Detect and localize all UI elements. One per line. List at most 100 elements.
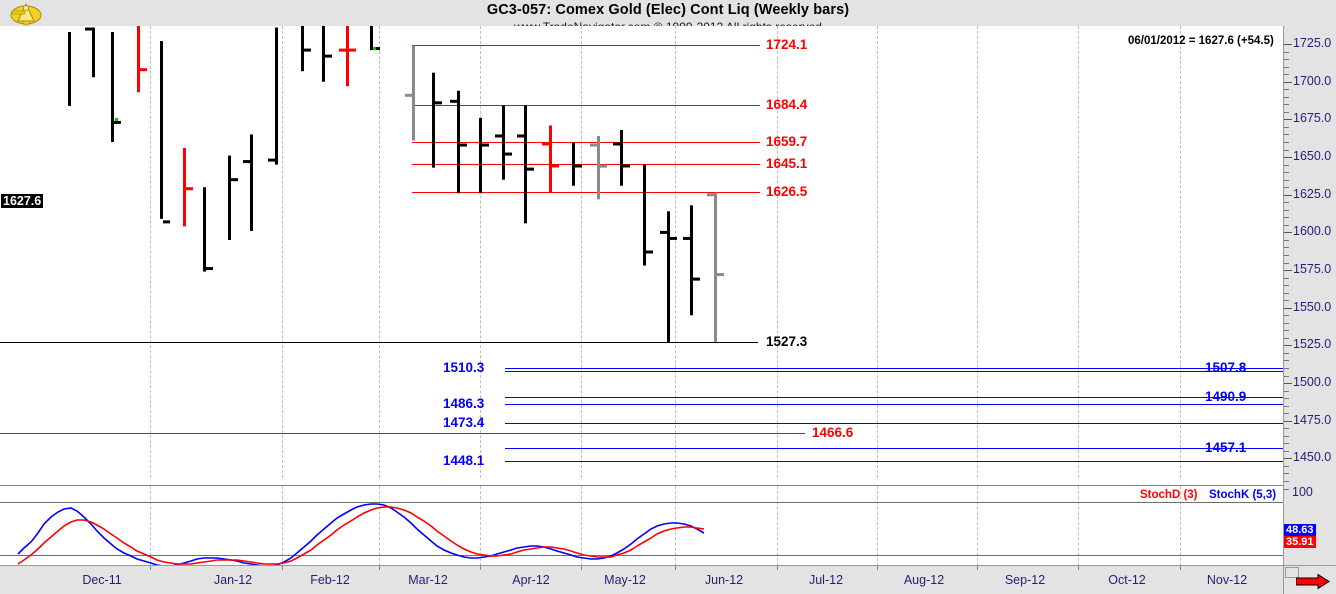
ohlc-open-tick (683, 236, 690, 240)
level-line[interactable] (412, 142, 760, 144)
date-axis-tick (877, 566, 878, 570)
ohlc-bar (111, 32, 114, 143)
price-axis-minor-tick (1284, 247, 1289, 249)
ohlc-open-tick (405, 93, 412, 97)
price-axis-tick (1284, 119, 1292, 121)
level-line[interactable] (505, 447, 1283, 449)
date-axis-tick (379, 566, 380, 570)
page-title: GC3-057: Comex Gold (Elec) Cont Liq (Wee… (486, 2, 850, 18)
level-line[interactable] (505, 371, 1283, 373)
date-axis-label: Jan-12 (213, 573, 253, 587)
price-axis-label: 1475.0 (1293, 412, 1332, 427)
date-axis[interactable]: Dec-11 Jan-12 Feb-12 Mar-12 Apr-12 May-12 Jun-… (0, 565, 1283, 594)
level-line[interactable] (412, 105, 760, 107)
price-axis-minor-tick (1284, 315, 1289, 317)
level-label: 1486.3 (443, 395, 485, 411)
date-axis-tick (480, 566, 481, 570)
scroll-nub[interactable] (1285, 567, 1299, 578)
price-axis[interactable]: 1725.0 1700.0 1675.0 1650.0 1625.0 1600.0 1575… (1283, 26, 1336, 565)
ohlc-bar (137, 26, 140, 93)
ohlc-bar (549, 125, 552, 193)
date-axis-label: Apr-12 (512, 573, 550, 587)
level-line[interactable] (505, 461, 1283, 463)
ohlc-bar (301, 26, 304, 72)
ohlc-bar (667, 211, 670, 342)
gridline-vertical (282, 486, 283, 566)
ohlc-bar (203, 187, 206, 272)
price-axis-tick (1284, 458, 1292, 460)
price-axis-minor-tick (1284, 51, 1289, 53)
stochastic-lines (17, 503, 705, 566)
ohlc-close-tick (575, 164, 582, 168)
level-line[interactable] (505, 423, 1283, 425)
price-axis-minor-tick (1284, 224, 1289, 226)
ohlc-bar (115, 117, 118, 121)
ohlc-bar (457, 90, 460, 194)
ohlc-bar (412, 45, 415, 141)
legend-stochk[interactable]: StochK (5,3) (1209, 489, 1277, 501)
price-axis-minor-tick (1284, 368, 1289, 369)
ohlc-close-tick (693, 277, 700, 281)
gridline-vertical (150, 486, 151, 566)
gridline-vertical (581, 26, 582, 478)
price-axis-minor-tick (1284, 59, 1289, 61)
level-line[interactable] (505, 396, 1283, 398)
price-axis-minor-tick (1284, 443, 1289, 445)
ohlc-close-tick (527, 167, 534, 171)
price-axis-minor-tick (1284, 322, 1289, 324)
ohlc-bar (620, 129, 623, 186)
ohlc-bar (183, 148, 186, 227)
ohlc-close-tick (304, 48, 311, 52)
date-axis-tick (977, 566, 978, 570)
level-label: 1659.7 (766, 134, 808, 150)
ohlc-bar (250, 134, 253, 231)
date-axis-tick (282, 566, 283, 570)
ohlc-bar (597, 135, 600, 200)
level-line[interactable] (412, 45, 760, 47)
price-axis-tick (1284, 194, 1292, 196)
level-line[interactable] (0, 341, 758, 343)
price-axis-minor-tick (1284, 111, 1289, 113)
stochastic-pane[interactable]: StochD (3) StochK (5,3) (0, 485, 1283, 566)
ohlc-bar (502, 105, 505, 180)
ohlc-open-tick (243, 160, 250, 164)
stochk-value-tag: 48.63 (1284, 524, 1316, 536)
price-axis-minor-tick (1284, 465, 1289, 467)
gridline-vertical (282, 26, 283, 478)
ohlc-bar (228, 155, 231, 240)
ohlc-open-tick (450, 99, 457, 103)
price-axis-minor-tick (1284, 488, 1289, 490)
level-line[interactable] (412, 164, 760, 166)
level-line[interactable] (505, 403, 1283, 405)
level-line[interactable] (505, 367, 1283, 369)
price-axis-label: 1525.0 (1293, 337, 1332, 352)
gridline-vertical (777, 486, 778, 566)
price-chart-pane[interactable]: 1724.1 1684.4 1659.7 1645.1 1626.5 1527.3 1510… (0, 26, 1283, 478)
price-axis-minor-tick (1284, 352, 1289, 354)
current-price-tag: 1627.6 (1, 194, 44, 208)
date-axis-label: Dec-11 (82, 573, 122, 587)
ohlc-close-tick (373, 47, 380, 51)
ohlc-open-tick (660, 230, 667, 234)
ohlc-bar (160, 41, 163, 219)
gridline-vertical (877, 26, 878, 478)
level-line[interactable] (0, 433, 805, 435)
date-axis-tick (581, 566, 582, 570)
gridline-vertical (379, 26, 380, 478)
price-axis-minor-tick (1284, 285, 1289, 287)
right-arrow-icon[interactable] (1296, 574, 1330, 589)
price-axis-minor-tick (1284, 300, 1289, 302)
ohlc-close-tick (600, 164, 607, 168)
level-line[interactable] (412, 192, 760, 194)
price-axis-minor-tick (1284, 134, 1289, 136)
price-axis-minor-tick (1284, 481, 1289, 482)
price-axis-minor-tick (1284, 292, 1289, 294)
price-axis-label: 1500.0 (1293, 375, 1332, 390)
gridline-vertical (379, 486, 380, 566)
price-axis-minor-tick (1284, 435, 1289, 437)
price-axis-minor-tick (1284, 255, 1289, 256)
legend-stochd[interactable]: StochD (3) (1140, 489, 1198, 501)
stochd-value-tag: 35.91 (1284, 536, 1316, 548)
price-axis-label: 1650.0 (1293, 149, 1332, 164)
price-axis-tick (1284, 420, 1292, 422)
